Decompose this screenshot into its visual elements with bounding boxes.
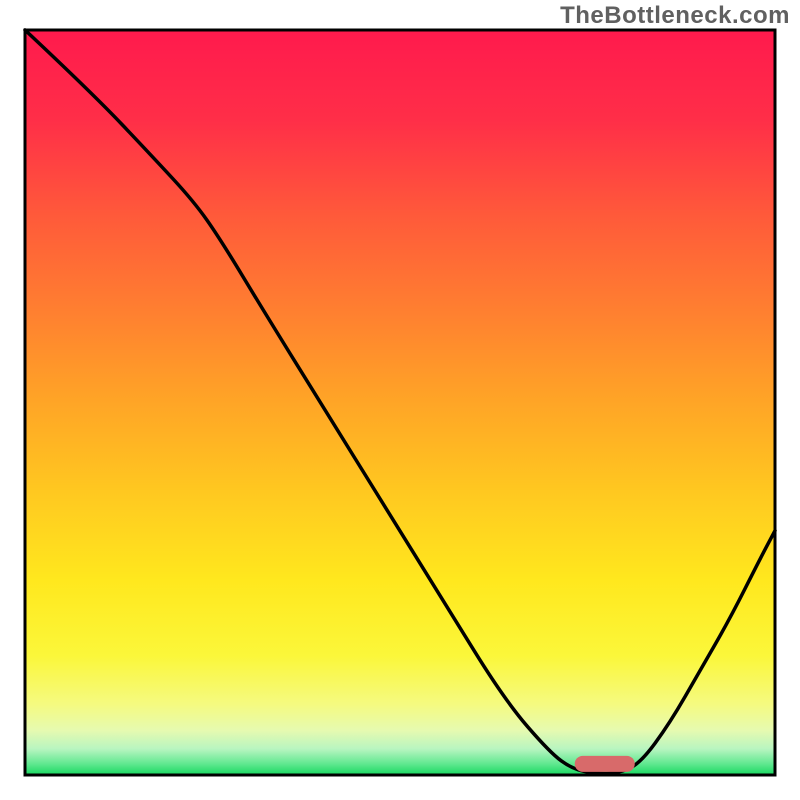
optimal-marker <box>575 756 635 772</box>
bottleneck-chart <box>0 0 800 800</box>
chart-container: { "watermark": { "text": "TheBottleneck.… <box>0 0 800 800</box>
